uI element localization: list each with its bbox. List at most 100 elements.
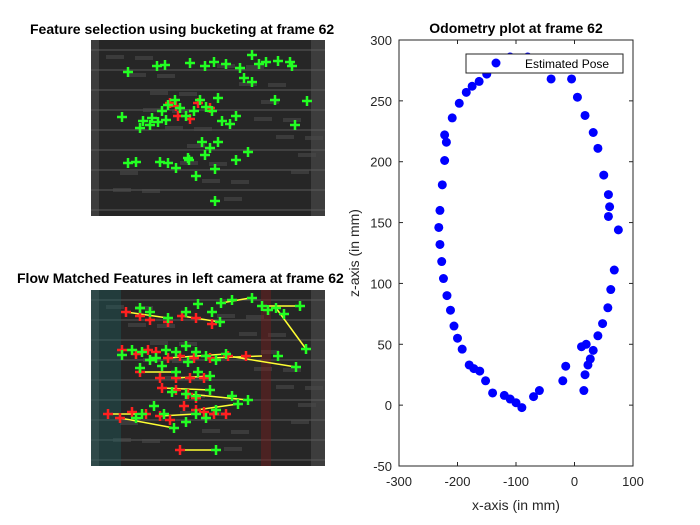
feature-marker [183,153,193,163]
cable-texture [202,179,220,183]
feature-marker [205,143,215,153]
cable-texture [120,421,138,425]
feature-marker [160,60,170,70]
cable-texture [142,189,160,193]
feature-marker [210,196,220,206]
pose-point [467,81,477,91]
pose-point [558,376,568,386]
cable-texture [128,73,146,77]
cable-texture [150,91,168,95]
feature-marker [213,93,223,103]
feature-marker [157,383,167,393]
feature-marker [191,409,201,419]
cable-texture [209,162,227,166]
feature-marker [227,391,237,401]
pose-point [588,128,598,138]
feature-marker [243,395,253,405]
plot-area [398,39,634,467]
pose-point [572,92,582,102]
x-tick-label: 0 [571,474,578,489]
feature-marker [287,61,297,71]
feature-marker [200,61,210,71]
feature-marker [163,100,173,110]
feature-marker [199,407,209,417]
feature-marker [167,387,177,397]
feature-marker [185,58,195,68]
feature-marker [115,413,125,423]
cable-texture [246,65,264,69]
feature-marker [279,309,289,319]
feature-marker [165,415,175,425]
feature-marker [145,120,155,130]
feature-marker [145,355,155,365]
cable-texture [239,82,257,86]
feature-marker [171,347,181,357]
pose-point [474,76,484,86]
cable-texture [261,350,279,354]
pose-point [488,388,498,398]
pose-point [529,392,539,402]
feature-marker [155,373,165,383]
pose-point [440,130,450,140]
feature-marker [239,73,249,83]
feature-marker [147,113,157,123]
legend-marker [491,58,501,68]
feature-marker [211,445,221,455]
cable-texture [231,430,249,434]
cable-texture [268,333,286,337]
cable-texture [291,420,309,424]
feature-marker [138,116,148,126]
feature-marker [175,103,185,113]
cable-texture [135,56,153,60]
feature-marker [161,345,171,355]
feature-marker [135,363,145,373]
y-tick-label: 250 [370,94,392,109]
cable-texture [254,117,272,121]
feature-marker [231,155,241,165]
x-tick-label: -300 [386,474,412,489]
cable-texture [113,188,131,192]
feature-marker [247,293,257,303]
cable-texture [157,324,175,328]
pose-point [449,321,459,331]
pose-point [445,305,455,315]
feature-marker [301,344,311,354]
feature-marker [181,111,191,121]
pose-point [442,291,452,301]
feature-marker [273,351,283,361]
cable-texture [143,108,161,112]
feature-marker [143,345,153,355]
pose-point [440,155,450,165]
feature-marker [207,307,217,317]
feature-marker [211,355,221,365]
feature-marker [127,407,137,417]
pose-point [593,143,603,153]
feature-marker [163,353,173,363]
cable-texture [276,135,294,139]
feature-marker [271,303,281,313]
cable-texture [246,315,264,319]
feature-marker [221,59,231,69]
legend: Estimated Pose [465,53,624,74]
cable-texture [224,447,242,451]
feature-marker [170,95,180,105]
cable-texture [165,126,183,130]
cable-texture [106,305,124,309]
y-tick-label: -50 [373,459,392,474]
feature-marker [145,307,155,317]
cable-texture [254,367,272,371]
feature-marker [163,313,173,323]
pose-point [609,265,619,275]
feature-marker [201,351,211,361]
cable-texture [276,385,294,389]
feature-marker [233,399,243,409]
feature-marker [191,171,201,181]
feature-marker [207,319,217,329]
pose-point [580,370,590,380]
feature-marker [181,341,191,351]
pose-point [435,239,445,249]
legend-box [465,53,624,74]
feature-marker [181,417,191,427]
bucketing-feature-overlay [91,40,325,216]
feature-marker [235,63,245,73]
